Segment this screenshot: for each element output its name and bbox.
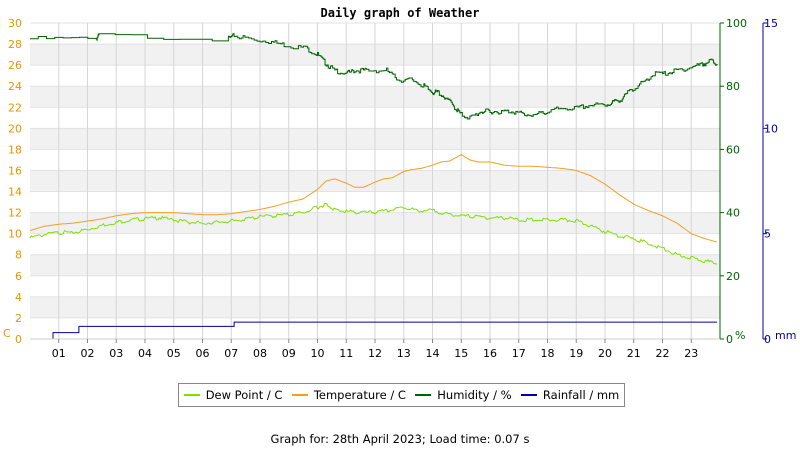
rainfall-tick-label: 5	[764, 228, 771, 241]
left-tick-label: 20	[8, 122, 22, 135]
legend-swatch-humidity	[415, 394, 432, 396]
x-tick-label: 08	[253, 347, 267, 360]
vertical-gridlines	[58, 23, 692, 339]
left-tick-label: 28	[8, 38, 22, 51]
left-tick-label: 12	[8, 207, 22, 220]
x-tick-label: 16	[483, 347, 497, 360]
x-tick-label: 17	[512, 347, 526, 360]
x-axis-ticks: 01 02 03 04 05 06 07 08 09 10 11 12 13 14 15 16 17 18 19 20…	[52, 339, 698, 360]
humidity-tick-label: 100	[726, 17, 747, 30]
x-tick-label: 19	[569, 347, 583, 360]
chart-title: Daily graph of Weather	[321, 6, 480, 20]
left-tick-label: 0	[15, 333, 22, 346]
legend-item-rainfall: Rainfall / mm	[520, 388, 620, 402]
left-tick-label: 26	[8, 59, 22, 72]
x-tick-label: 01	[52, 347, 66, 360]
legend-item-dew-point: Dew Point / C	[183, 388, 283, 402]
series-line-humidity	[30, 33, 718, 120]
left-tick-label: 22	[8, 101, 22, 114]
legend-label-dew-point: Dew Point / C	[205, 388, 283, 402]
left-tick-label: 10	[8, 228, 22, 241]
left-tick-label: 18	[8, 143, 22, 156]
legend-label-humidity: Humidity / %	[437, 388, 512, 402]
left-tick-label: 14	[8, 186, 22, 199]
x-tick-label: 21	[627, 347, 641, 360]
left-tick-label: 4	[15, 291, 22, 304]
x-tick-label: 15	[454, 347, 468, 360]
x-tick-label: 18	[541, 347, 555, 360]
x-tick-label: 07	[224, 347, 238, 360]
rainfall-tick-label: 10	[764, 122, 778, 135]
humidity-tick-label: 0	[726, 333, 733, 346]
x-tick-label: 13	[397, 347, 411, 360]
legend: Dew Point / C Temperature / C Humidity /…	[178, 383, 625, 407]
series-line-rainfall	[30, 321, 718, 340]
x-tick-label: 06	[196, 347, 210, 360]
humidity-axis-ticks: 0 20 40 60 80 100	[720, 17, 747, 346]
x-tick-label: 04	[138, 347, 152, 360]
left-tick-label: 30	[8, 17, 22, 30]
series-line-temperature	[29, 154, 718, 243]
x-tick-label: 12	[368, 347, 382, 360]
x-tick-label: 23	[684, 347, 698, 360]
x-tick-label: 14	[426, 347, 440, 360]
left-tick-label: 16	[8, 164, 22, 177]
legend-item-humidity: Humidity / %	[415, 388, 512, 402]
x-tick-label: 20	[598, 347, 612, 360]
x-tick-label: 22	[656, 347, 670, 360]
left-tick-label: 2	[15, 312, 22, 325]
legend-label-rainfall: Rainfall / mm	[542, 388, 620, 402]
series-line-dew	[29, 202, 718, 265]
series-layer	[29, 33, 718, 340]
x-tick-label: 02	[81, 347, 95, 360]
x-tick-label: 05	[167, 347, 181, 360]
x-tick-label: 11	[339, 347, 353, 360]
rainfall-axis-ticks: 0 5 10 15	[763, 17, 778, 346]
footer-status: Graph for: 28th April 2023; Load time: 0…	[270, 432, 530, 446]
legend-label-temperature: Temperature / C	[313, 388, 406, 402]
humidity-axis-unit-label: %	[735, 329, 745, 342]
left-tick-label: 24	[8, 80, 22, 93]
legend-swatch-dew-point	[183, 394, 200, 396]
x-tick-label: 03	[109, 347, 123, 360]
humidity-tick-label: 80	[726, 80, 740, 93]
legend-item-temperature: Temperature / C	[291, 388, 406, 402]
legend-swatch-temperature	[291, 394, 308, 396]
legend-swatch-rainfall	[520, 394, 537, 396]
rainfall-tick-label: 0	[764, 333, 771, 346]
rainfall-axis-unit-label: mm	[775, 329, 796, 342]
x-tick-label: 10	[311, 347, 325, 360]
left-tick-label: 6	[15, 270, 22, 283]
x-tick-label: 09	[282, 347, 296, 360]
humidity-tick-label: 40	[726, 207, 740, 220]
humidity-tick-label: 60	[726, 143, 740, 156]
humidity-tick-label: 20	[726, 270, 740, 283]
rainfall-tick-label: 15	[764, 17, 778, 30]
left-tick-label: 8	[15, 249, 22, 262]
left-axis-unit-label: C	[3, 327, 11, 340]
